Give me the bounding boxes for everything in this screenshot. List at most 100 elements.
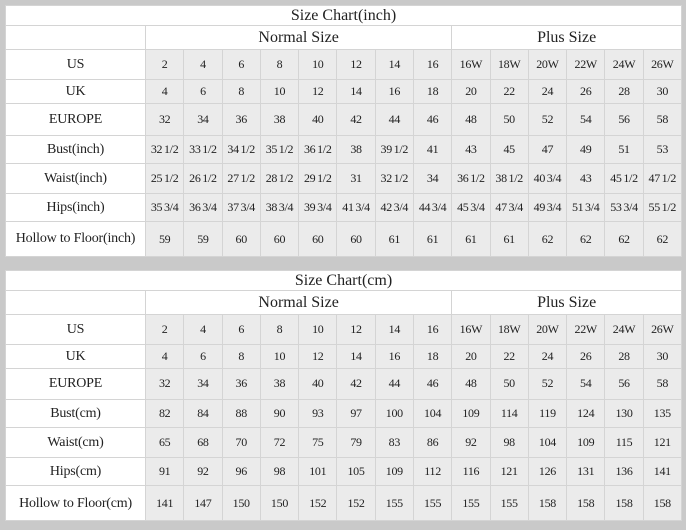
value-cell: 33 1/2 <box>183 134 223 165</box>
blank-cell <box>5 25 146 50</box>
value-cell: 72 <box>259 427 300 458</box>
value-cell: 10 <box>259 344 300 369</box>
value-cell: 37 3/4 <box>221 192 261 223</box>
value-cell: 6 <box>183 79 223 104</box>
value-cell: 152 <box>336 485 376 521</box>
value-cell: 65 <box>144 427 185 458</box>
value-cell: 100 <box>374 399 414 429</box>
value-cell: 41 <box>412 134 453 165</box>
value-cell: 44 <box>374 367 414 401</box>
value-cell: 36 <box>221 367 261 401</box>
value-cell: 70 <box>221 427 261 458</box>
table-row: UK 4 6 8 10 12 14 16 18 20 22 24 26 28 30 <box>5 344 683 369</box>
value-cell: 16 <box>412 48 453 81</box>
value-cell: 51 3/4 <box>566 192 606 223</box>
value-cell: 62 <box>527 221 568 257</box>
row-label: UK <box>5 344 146 369</box>
value-cell: 38 <box>336 134 376 165</box>
value-cell: 24 <box>527 79 568 104</box>
value-cell: 22W <box>566 48 606 81</box>
value-cell: 40 <box>298 102 338 136</box>
value-cell: 155 <box>451 485 491 521</box>
value-cell: 130 <box>604 399 644 429</box>
value-cell: 4 <box>144 344 185 369</box>
value-cell: 36 3/4 <box>183 192 223 223</box>
value-cell: 20W <box>527 313 568 346</box>
row-label: Bust(inch) <box>5 134 146 165</box>
title-row: Size Chart(cm) <box>5 269 682 292</box>
size-table: Size Chart(cm) Normal Size Plus Size US 2 4 6 8… <box>5 269 683 521</box>
value-cell: 28 <box>604 344 644 369</box>
value-cell: 56 <box>604 367 644 401</box>
value-cell: 14 <box>336 79 376 104</box>
value-cell: 32 1/2 <box>374 163 414 194</box>
value-cell: 38 <box>259 102 300 136</box>
value-cell: 49 <box>566 134 606 165</box>
value-cell: 112 <box>412 456 453 487</box>
value-cell: 121 <box>489 456 529 487</box>
value-cell: 59 <box>183 221 223 257</box>
value-cell: 98 <box>259 456 300 487</box>
value-cell: 14 <box>374 313 414 346</box>
value-cell: 38 <box>259 367 300 401</box>
value-cell: 83 <box>374 427 414 458</box>
value-cell: 24W <box>604 48 644 81</box>
value-cell: 119 <box>527 399 568 429</box>
value-cell: 60 <box>259 221 300 257</box>
value-cell: 82 <box>144 399 185 429</box>
value-cell: 42 3/4 <box>374 192 414 223</box>
row-label: Hollow to Floor(cm) <box>5 485 146 521</box>
value-cell: 45 <box>489 134 529 165</box>
value-cell: 52 <box>527 367 568 401</box>
value-cell: 43 <box>566 163 606 194</box>
value-cell: 46 <box>412 367 453 401</box>
value-cell: 60 <box>298 221 338 257</box>
value-cell: 36 1/2 <box>451 163 491 194</box>
value-cell: 68 <box>183 427 223 458</box>
value-cell: 54 <box>566 102 606 136</box>
value-cell: 104 <box>527 427 568 458</box>
value-cell: 26 <box>566 79 606 104</box>
value-cell: 109 <box>374 456 414 487</box>
value-cell: 101 <box>298 456 338 487</box>
value-cell: 155 <box>489 485 529 521</box>
blank-cell <box>5 290 146 315</box>
row-label: UK <box>5 79 146 104</box>
value-cell: 158 <box>527 485 568 521</box>
value-cell: 58 <box>642 102 683 136</box>
value-cell: 121 <box>642 427 683 458</box>
value-cell: 43 <box>451 134 491 165</box>
value-cell: 53 3/4 <box>604 192 644 223</box>
value-cell: 16W <box>451 48 491 81</box>
row-label: Hollow to Floor(inch) <box>5 221 146 257</box>
value-cell: 56 <box>604 102 644 136</box>
value-cell: 8 <box>259 313 300 346</box>
value-cell: 42 <box>336 367 376 401</box>
value-cell: 24 <box>527 344 568 369</box>
group-plus-size: Plus Size <box>451 25 682 50</box>
value-cell: 141 <box>642 456 683 487</box>
value-cell: 47 <box>527 134 568 165</box>
value-cell: 26 1/2 <box>183 163 223 194</box>
value-cell: 22W <box>566 313 606 346</box>
value-cell: 150 <box>259 485 300 521</box>
value-cell: 12 <box>298 79 338 104</box>
value-cell: 20 <box>451 79 491 104</box>
value-cell: 158 <box>642 485 683 521</box>
value-cell: 90 <box>259 399 300 429</box>
value-cell: 88 <box>221 399 261 429</box>
value-cell: 92 <box>451 427 491 458</box>
value-cell: 50 <box>489 367 529 401</box>
value-cell: 45 1/2 <box>604 163 644 194</box>
row-label: Waist(inch) <box>5 163 146 194</box>
value-cell: 61 <box>489 221 529 257</box>
value-cell: 60 <box>336 221 376 257</box>
value-cell: 98 <box>489 427 529 458</box>
value-cell: 8 <box>221 344 261 369</box>
value-cell: 31 <box>336 163 376 194</box>
value-cell: 38 3/4 <box>259 192 300 223</box>
value-cell: 18W <box>489 313 529 346</box>
value-cell: 22 <box>489 344 529 369</box>
value-cell: 26 <box>566 344 606 369</box>
value-cell: 40 <box>298 367 338 401</box>
